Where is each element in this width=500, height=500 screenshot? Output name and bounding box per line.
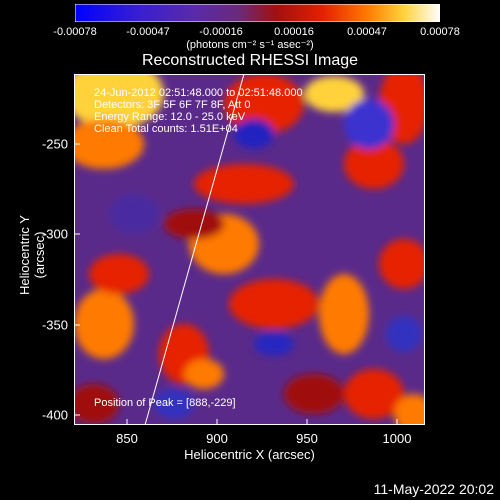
annotation-counts: Clean Total counts: 1.51E+04	[94, 123, 238, 135]
timestamp-footer: 11-May-2022 20:02	[373, 481, 494, 497]
colorbar-tick: 0.00078	[420, 26, 460, 38]
y-tick-label: -300	[41, 226, 68, 242]
x-tick-label: 1000	[382, 431, 412, 446]
annotation-energy: Energy Range: 12.0 - 25.0 keV	[94, 111, 246, 123]
x-axis-label: Heliocentric X (arcsec)	[184, 447, 315, 462]
y-tick-label: -400	[41, 407, 68, 423]
colorbar	[75, 4, 440, 22]
x-tick-label: 950	[296, 431, 318, 446]
colorbar-tick: -0.00016	[199, 26, 243, 38]
image-texture	[74, 74, 425, 425]
plot-title: Reconstructed RHESSI Image	[141, 52, 359, 69]
y-tick-label: -250	[41, 136, 68, 152]
colorbar-tick: 0.00047	[347, 26, 387, 38]
limb-line	[144, 74, 245, 425]
plot-frame	[74, 74, 425, 425]
colorbar-tick: 0.00016	[274, 26, 314, 38]
y-axis-label: Heliocentric Y (arcsec)	[17, 215, 47, 295]
y-tick-label: -350	[41, 317, 68, 333]
annotation-peak: Position of Peak = [888,-229]	[94, 397, 236, 409]
x-tick-label: 900	[206, 431, 228, 446]
colorbar-tick: -0.00078	[53, 26, 97, 38]
colorbar-tick: -0.00047	[126, 26, 170, 38]
x-tick-label: 850	[116, 431, 138, 446]
annotation-detectors: Detectors: 3F 5F 6F 7F 8F, Att 0	[94, 99, 251, 111]
annotation-time: 24-Jun-2012 02:51:48.000 to 02:51:48.000	[94, 87, 303, 99]
colorbar-units: (photons cm⁻² s⁻¹ asec⁻²)	[186, 39, 314, 51]
rhessi-image	[74, 74, 425, 425]
